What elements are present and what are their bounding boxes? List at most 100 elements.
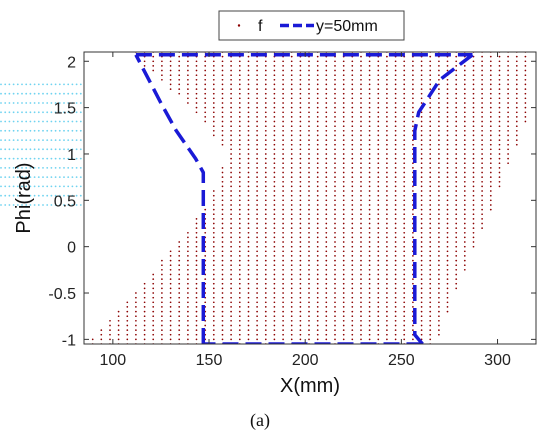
f-point [161,60,163,63]
f-point [446,231,449,234]
f-point [178,264,181,267]
f-point [325,148,328,151]
f-point [299,180,302,183]
f-point [282,204,284,206]
f-point [316,139,319,141]
f-point [161,301,163,304]
faint-dot [29,148,32,151]
f-point [377,129,380,132]
f-point [360,273,362,276]
f-point [342,143,345,146]
f-point [472,143,475,146]
f-point [412,213,414,216]
f-point [498,83,501,86]
f-point [507,143,509,146]
f-point [308,194,310,197]
f-point [429,129,432,132]
f-point [342,301,345,304]
f-point [360,60,362,63]
f-point [230,78,232,81]
f-point [290,278,293,280]
f-point [498,120,501,123]
f-point [481,106,483,109]
f-point [463,74,466,77]
f-point [161,287,163,290]
f-point [507,153,509,155]
f-point [342,176,345,178]
f-point [386,315,388,318]
f-point [342,306,345,308]
f-point [152,333,155,336]
faint-dot [29,157,32,160]
f-point [230,319,232,322]
f-point [481,171,483,174]
f-point [178,273,181,276]
f-point [282,236,284,239]
f-point [325,287,328,290]
f-point [169,282,172,285]
f-point [403,74,406,77]
faint-dot [46,111,49,114]
f-point [498,74,501,77]
f-point [342,190,345,192]
f-point [360,227,362,229]
f-point [256,222,258,225]
f-point [204,97,207,100]
f-point [256,167,258,169]
f-point [394,231,397,234]
f-point [230,329,232,331]
f-point [455,213,458,216]
f-point [316,60,319,63]
f-point [334,278,336,280]
f-point [351,176,354,178]
f-point [230,157,232,160]
faint-dot [71,83,74,86]
f-point [438,329,440,331]
f-point [290,218,293,220]
f-point [290,245,293,248]
f-point [325,301,328,304]
series-f [91,52,527,344]
f-point [187,278,189,280]
f-point [481,227,483,229]
f-point [386,222,388,225]
f-point [360,278,362,280]
faint-dot [58,204,61,206]
f-point [446,153,449,155]
f-point [282,264,284,267]
f-point [412,106,414,109]
f-point [463,125,466,128]
f-point [195,310,198,313]
f-point [282,315,284,318]
f-point [420,125,423,128]
f-point [273,176,276,178]
faint-dot [12,204,15,206]
f-point [230,338,232,341]
f-point [212,199,215,202]
f-point [178,241,181,243]
f-point [230,278,232,280]
f-point [394,333,397,336]
f-point [221,301,224,304]
f-point [524,88,527,90]
faint-dot [75,185,78,188]
f-point [290,190,293,192]
faint-dot [42,102,44,104]
f-point [187,338,189,341]
f-point [463,250,466,253]
f-point [212,222,215,225]
f-point [368,204,371,206]
f-point [386,185,388,188]
faint-dot [33,92,36,95]
f-point [498,153,501,155]
f-point [524,106,527,109]
f-point [360,185,362,188]
f-point [368,310,371,313]
faint-dot [67,83,70,86]
f-point [238,204,241,206]
f-point [403,171,406,174]
f-point [282,319,284,322]
f-point [126,338,129,341]
faint-dot [0,129,2,132]
f-point [507,102,509,104]
